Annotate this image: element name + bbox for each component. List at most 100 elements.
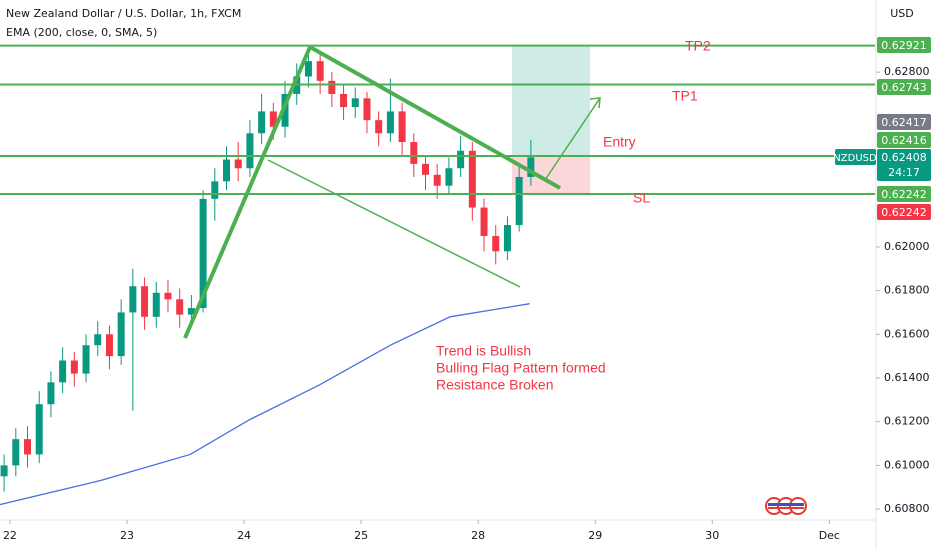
candle-body	[433, 174, 441, 186]
candle-body	[234, 159, 242, 169]
candle-body	[199, 198, 207, 309]
candle-body	[410, 142, 418, 164]
candle-body	[223, 159, 231, 182]
candle-body	[117, 312, 125, 357]
price-tag-label: 0.62416	[881, 134, 927, 147]
candle-body	[375, 120, 383, 134]
price-tag-label: 0.62242	[881, 206, 927, 219]
symbol-tag	[835, 149, 876, 165]
candle-body	[386, 111, 394, 134]
logo	[765, 497, 807, 515]
x-tick-label: 23	[120, 529, 134, 542]
x-tick-label: 22	[3, 529, 17, 542]
last-price-tag	[877, 149, 931, 181]
candle-body	[269, 111, 277, 127]
price-tag-label: 0.62417	[881, 116, 927, 129]
candle-body	[480, 207, 488, 236]
candle-body	[0, 465, 8, 477]
candle-body	[457, 150, 465, 169]
candle-body	[468, 150, 476, 208]
arrow	[544, 97, 601, 181]
countdown: 24:17	[888, 166, 920, 179]
candle-body	[59, 360, 67, 383]
indicator-label: EMA (200, close, 0, SMA, 5)	[6, 26, 157, 39]
price-tag-label: 0.62921	[881, 39, 927, 52]
y-tick-label: 0.62000	[884, 240, 930, 253]
candle-body	[445, 168, 453, 186]
candle-body	[281, 93, 289, 127]
trendline	[183, 46, 312, 339]
candle-body	[82, 345, 90, 374]
candle-body	[316, 61, 324, 81]
candle-body	[141, 286, 149, 317]
candle-body	[129, 286, 137, 313]
candle-body	[492, 235, 500, 252]
ema-line	[0, 303, 530, 506]
y-tick-label: 0.61200	[884, 415, 930, 428]
y-tick-label: 0.61800	[884, 284, 930, 297]
last-price-label: 0.62408	[881, 151, 927, 164]
candle-body	[340, 93, 348, 108]
candle-body	[94, 334, 102, 346]
candle-body	[503, 225, 511, 252]
candle-body	[351, 98, 359, 108]
price-tag	[877, 204, 931, 220]
price-tag	[877, 37, 931, 53]
y-tick-label: 0.60800	[884, 502, 930, 515]
candle-body	[176, 299, 184, 315]
price-tag	[877, 79, 931, 95]
price-tag	[877, 132, 931, 148]
x-tick-label: 30	[705, 529, 719, 542]
x-tick-label: 28	[471, 529, 485, 542]
level-name: SL	[633, 190, 650, 206]
trendline	[309, 45, 561, 190]
level-name: Entry	[603, 134, 636, 150]
level-name: TP2	[685, 38, 711, 54]
candle-body	[398, 111, 406, 143]
x-tick-label: Dec	[819, 529, 840, 542]
level-name: TP1	[672, 88, 698, 104]
candle-body	[246, 133, 254, 169]
price-tag	[877, 114, 931, 130]
chart-title: New Zealand Dollar / U.S. Dollar, 1h, FX…	[6, 7, 241, 20]
stop-zone	[512, 156, 590, 195]
annotation: Trend is Bullish	[436, 343, 531, 359]
candle-body	[24, 439, 32, 455]
price-tag	[877, 186, 931, 202]
x-tick-label: 25	[354, 529, 368, 542]
candle-body	[304, 61, 312, 77]
y-tick-label: 0.61600	[884, 327, 930, 340]
candle-body	[164, 292, 172, 300]
target-zone	[512, 45, 590, 156]
candle-body	[12, 439, 20, 466]
candle-body	[328, 80, 336, 94]
candle-body	[527, 157, 535, 177]
x-tick-label: 24	[237, 529, 251, 542]
candle-body	[211, 181, 219, 199]
candle-body	[258, 111, 266, 134]
candle-body	[515, 176, 523, 226]
candle-body	[187, 308, 195, 315]
candle-body	[363, 98, 371, 121]
candle-body	[422, 163, 430, 175]
annotation: Resistance Broken	[436, 377, 554, 393]
candle-body	[47, 382, 55, 405]
x-tick-label: 29	[588, 529, 602, 542]
y-tick-label: 0.61000	[884, 458, 930, 471]
annotation: Bulling Flag Pattern formed	[436, 360, 606, 376]
currency-label: USD	[890, 7, 914, 20]
candle-body	[105, 334, 113, 357]
plot: 0.62800 0.62000 0.61800 0.61600 0.61400 0.612…	[0, 38, 930, 542]
candle-body	[35, 404, 43, 455]
price-tag-label: 0.62242	[881, 188, 927, 201]
arrow-head	[589, 97, 601, 109]
symbol-label: NZDUSD	[833, 153, 877, 164]
y-tick-label: 0.61400	[884, 371, 930, 384]
y-tick-label: 0.62800	[884, 65, 930, 78]
price-tag-label: 0.62743	[881, 81, 927, 94]
candle-body	[152, 292, 160, 317]
candle-body	[70, 360, 78, 374]
flag-line	[267, 159, 521, 288]
